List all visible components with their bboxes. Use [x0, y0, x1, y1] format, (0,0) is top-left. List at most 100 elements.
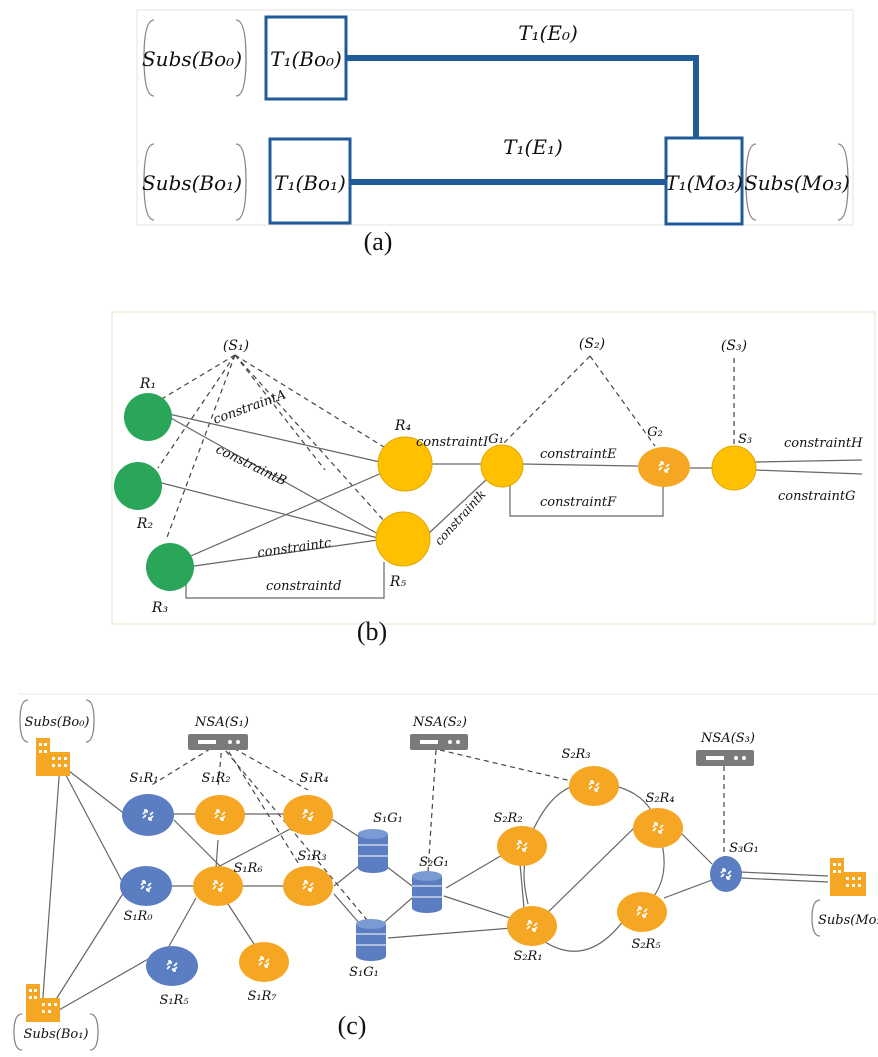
link	[47, 891, 125, 1013]
edge-s3-out2	[754, 469, 863, 475]
constraint-d-label: constraintd	[266, 579, 341, 594]
caption-c: (c)	[338, 1011, 367, 1040]
s2r3-label: S₂R₃	[561, 747, 590, 762]
s1r6-label: S₁R₆	[233, 861, 262, 876]
constraint-i-label: constraintI	[416, 435, 489, 450]
r2-label: R₂	[136, 516, 154, 532]
s2g1-label: S₂G₁	[419, 855, 449, 870]
router-icon	[633, 808, 683, 848]
network-links	[41, 763, 829, 1015]
t1-bo1-box	[268, 137, 352, 225]
link	[739, 877, 829, 883]
link	[173, 819, 221, 867]
router-icon	[193, 866, 243, 906]
s2r1-label: S₂R₁	[513, 949, 542, 964]
bracket-right-bo1	[235, 143, 247, 221]
s2-label: (S₂)	[579, 336, 605, 352]
s3-node-label: S₃	[738, 432, 752, 447]
constraint-e-label: constraintE	[540, 447, 617, 462]
gateway-icon	[356, 919, 386, 961]
link	[215, 827, 293, 869]
s1r5-label: S₁R₅	[159, 993, 189, 1008]
t1-mo3-label: T₁(Mo₃)	[665, 171, 743, 195]
link	[379, 897, 413, 927]
bracket-right-mo3	[837, 143, 849, 221]
t1-mo3-box	[664, 136, 744, 226]
router-icon	[283, 795, 333, 835]
edge-e0-label: T₁(E₀)	[518, 21, 578, 45]
t1-bo0-label: T₁(Bo₀)	[270, 47, 342, 71]
s1r0-label: S₁R₀	[123, 909, 153, 924]
bracket-left-mo3	[745, 143, 757, 221]
panel-c: Subs(Bo₀) Subs(Bo₁) Subs(Mo₃	[13, 693, 878, 1051]
s1r4-label: S₁R₄	[299, 771, 328, 786]
link	[663, 879, 713, 899]
link	[677, 829, 713, 865]
nsa-s3-label: NSA(S₃)	[700, 731, 755, 746]
dash-s1-r3	[165, 354, 236, 541]
edge-g1-g2	[521, 463, 639, 467]
edge-s3-out1	[754, 459, 863, 463]
router-icon	[497, 826, 547, 866]
subs-bo1-label: Subs(Bo₁)	[142, 171, 242, 195]
subs-bo0-c-label: Subs(Bo₀)	[24, 715, 89, 730]
link	[215, 839, 219, 869]
s2r4-label: S₂R₄	[645, 791, 674, 806]
dash-s1-r2	[157, 354, 236, 469]
dash-s1-r4	[234, 354, 393, 453]
router-icon	[122, 794, 174, 836]
bracket-right-bo0	[235, 19, 247, 97]
t1-bo1-label: T₁(Bo₁)	[274, 171, 346, 195]
router-icon	[569, 766, 619, 806]
bracket-left-bo0	[143, 19, 155, 97]
bracket-left-bo1	[143, 143, 155, 221]
link	[167, 897, 197, 949]
s3g1-label: S₃G₁	[729, 841, 759, 856]
s1r1-label: S₁R₁	[129, 771, 158, 786]
dash-s2-g2	[589, 355, 656, 447]
node-r3	[146, 543, 194, 591]
router-icon	[195, 795, 245, 835]
r4-label: R₄	[394, 418, 412, 434]
s1g1-bot-label: S₁G₁	[349, 965, 379, 980]
constraint-g-label: constraintG	[778, 489, 855, 504]
edge-r3-r5-bottom	[185, 562, 385, 599]
edge-r3-r4	[169, 471, 385, 566]
s1r2-label: S₁R₂	[201, 771, 230, 786]
bracket-bo1-left	[13, 1013, 23, 1051]
edge-r3-r5	[179, 539, 379, 569]
server-icon	[188, 734, 248, 750]
t1-bo0-box	[264, 15, 348, 101]
r3-label: R₃	[151, 600, 169, 616]
s2r2-label: S₂R₂	[493, 811, 522, 826]
server-icon	[696, 750, 754, 766]
link	[59, 763, 127, 816]
dash-nsa1-s1g1	[219, 743, 373, 927]
dash-nsa2-s2r3	[439, 749, 585, 785]
node-g1	[480, 444, 524, 488]
building-icon	[36, 738, 70, 776]
subs-mo3-label: Subs(Mo₃)	[744, 171, 850, 195]
link	[443, 895, 511, 919]
node-r4	[377, 436, 433, 492]
bracket-bo1-right	[89, 1013, 99, 1051]
node-r5	[375, 511, 431, 567]
s1-label: (S₁)	[223, 338, 249, 354]
node-r1	[124, 393, 172, 441]
constraint-h-label: constraintH	[784, 436, 863, 451]
node-s3	[711, 445, 757, 491]
edge-r1-r4	[159, 411, 381, 463]
subs-bo0-label: Subs(Bo₀)	[142, 47, 242, 71]
dash-s1-r5	[234, 354, 386, 523]
link	[59, 763, 125, 886]
link	[51, 957, 151, 1015]
link	[387, 927, 513, 939]
building-icon	[830, 858, 866, 896]
link	[333, 893, 361, 925]
dash-nsa1-s1r2	[217, 743, 223, 789]
link	[739, 871, 829, 877]
bracket-bo0-right	[85, 699, 95, 743]
gateway-icon	[412, 871, 442, 913]
node-r2	[114, 462, 162, 510]
edge-r5-g1	[427, 477, 489, 535]
